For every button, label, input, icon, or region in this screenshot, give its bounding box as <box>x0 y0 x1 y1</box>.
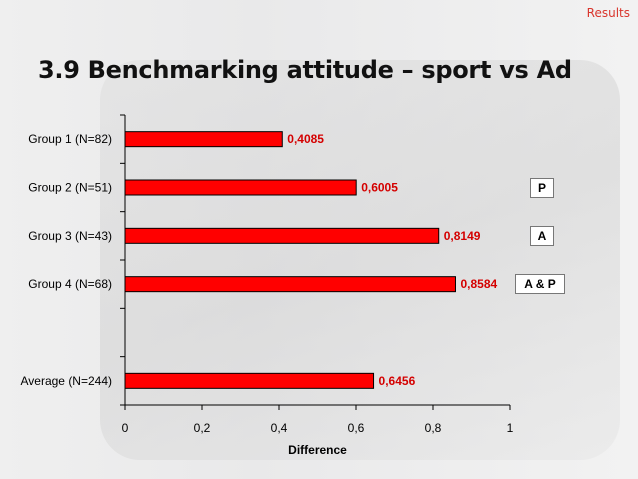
category-label: Average (N=244) <box>21 374 113 388</box>
value-label: 0,8584 <box>460 277 497 291</box>
x-tick-label: 0,6 <box>348 421 365 435</box>
annotation-tag: A & P <box>515 274 565 295</box>
value-label: 0,8149 <box>444 229 481 243</box>
annotation-tag: P <box>530 177 554 198</box>
x-axis-label: Difference <box>288 443 347 457</box>
value-label: 0,4085 <box>287 132 324 146</box>
slide-title: 3.9 Benchmarking attitude – sport vs Ad <box>38 56 572 84</box>
x-tick-label: 0,2 <box>194 421 211 435</box>
category-label: Group 3 (N=43) <box>28 229 112 243</box>
background-photo-shape <box>100 60 620 460</box>
annotation-tag: A <box>530 225 554 246</box>
category-label: Group 4 (N=68) <box>28 277 112 291</box>
x-tick-label: 1 <box>507 421 514 435</box>
bar <box>124 276 456 293</box>
bar <box>124 372 375 389</box>
category-label: Group 1 (N=82) <box>28 132 112 146</box>
bar <box>124 179 357 196</box>
bar <box>124 227 440 244</box>
bar <box>124 131 283 148</box>
x-tick-label: 0,4 <box>271 421 288 435</box>
section-label: Results <box>586 6 630 20</box>
category-label: Group 2 (N=51) <box>28 181 112 195</box>
value-label: 0,6005 <box>361 181 398 195</box>
x-tick-label: 0 <box>122 421 129 435</box>
x-tick-label: 0,8 <box>425 421 442 435</box>
value-label: 0,6456 <box>379 374 416 388</box>
